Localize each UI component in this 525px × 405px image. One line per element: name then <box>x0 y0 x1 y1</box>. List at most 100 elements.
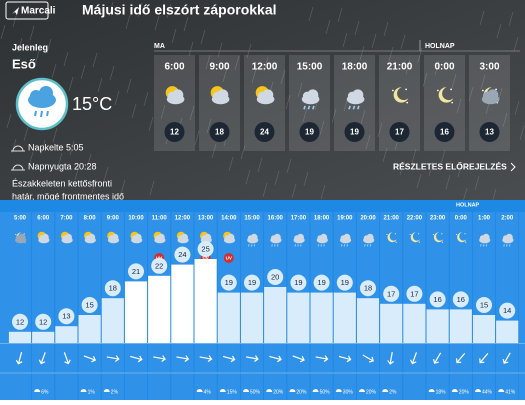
column-bg <box>32 212 55 400</box>
today-label: MA <box>154 43 165 50</box>
star <box>464 233 466 235</box>
precip: 4% <box>204 389 212 395</box>
temp-badge <box>209 122 230 142</box>
umbrella <box>451 389 458 392</box>
temp-bar <box>171 264 194 343</box>
wind-arrow <box>199 355 213 362</box>
streak <box>149 180 155 196</box>
moon <box>387 232 397 243</box>
wind-arrow <box>63 352 71 365</box>
drop <box>340 244 343 247</box>
temp-bar <box>333 292 356 343</box>
star <box>386 233 388 236</box>
drop <box>300 244 302 247</box>
temp: 17 <box>387 289 395 298</box>
drop <box>482 244 485 247</box>
temp-bubble <box>429 291 446 308</box>
hour: 12:00 <box>175 216 191 222</box>
precip: 2% <box>111 389 119 395</box>
wind-arrow <box>387 351 394 365</box>
streak <box>126 78 132 94</box>
weather-icon <box>339 233 352 247</box>
drop <box>271 244 273 247</box>
weather-icon <box>165 86 185 105</box>
card-time: 9:00 <box>209 62 229 73</box>
hour: 7:00 <box>60 216 73 222</box>
streak <box>194 130 200 146</box>
temp-bubble <box>58 308 75 325</box>
temp: 17 <box>410 289 418 298</box>
moon <box>438 87 454 103</box>
streak <box>108 1 114 17</box>
temp-bar <box>264 287 287 343</box>
temp-bar <box>449 309 472 343</box>
streak <box>91 178 97 194</box>
moon <box>433 232 444 243</box>
wind-arrow <box>245 355 259 362</box>
drop <box>343 244 346 247</box>
temp-bar <box>472 315 496 343</box>
streak <box>513 36 519 52</box>
weather-icon <box>223 231 236 244</box>
description: Északkeleten kettősfronti <box>12 178 112 188</box>
hour: 17:00 <box>291 216 307 222</box>
hour: 2:00 <box>501 216 514 222</box>
streak <box>274 170 280 186</box>
weather-icon <box>60 231 73 244</box>
drop <box>506 244 508 247</box>
weather-icon <box>37 231 50 244</box>
streak <box>69 140 75 156</box>
temp: 12 <box>39 317 47 326</box>
star <box>451 101 454 104</box>
star <box>418 241 420 243</box>
chevron[interactable] <box>510 162 516 172</box>
drop <box>346 244 349 247</box>
sunrise-icon <box>11 145 25 152</box>
hour: 8:00 <box>84 216 97 222</box>
card-time: 21:00 <box>387 62 413 73</box>
streak <box>337 7 343 23</box>
hour: 10:00 <box>128 216 144 222</box>
streak <box>365 134 371 150</box>
cloud <box>505 233 513 241</box>
streak <box>319 120 325 136</box>
rain-streaks <box>0 0 525 204</box>
column-bg <box>55 212 78 400</box>
umbrella <box>312 389 319 392</box>
precip: 50% <box>320 389 331 395</box>
wind-arrow <box>153 355 166 362</box>
details-link[interactable]: RÉSZLETES ELŐREJELZÉS <box>393 160 507 171</box>
cloud <box>343 233 351 241</box>
wind-arrow <box>83 355 97 363</box>
column-bg <box>8 212 32 400</box>
weather-icon <box>153 231 166 244</box>
cloud <box>111 233 119 241</box>
cloud <box>65 233 72 241</box>
wind-arrow <box>315 355 329 362</box>
uv-badge <box>223 253 234 263</box>
star <box>394 233 396 235</box>
location-button[interactable] <box>5 1 49 20</box>
streak <box>308 6 314 22</box>
temp-bubble <box>128 263 144 280</box>
temp-bubble <box>383 285 400 302</box>
umbrella <box>382 389 389 392</box>
precip: 50% <box>250 389 261 395</box>
streak <box>211 143 217 159</box>
streak <box>68 76 74 92</box>
wind-arrow <box>479 353 489 364</box>
precip: 15% <box>227 389 238 395</box>
precip: 6% <box>41 389 49 395</box>
streak <box>23 126 29 142</box>
streak <box>263 56 269 72</box>
wind-arrow <box>479 353 489 364</box>
umbrella <box>103 389 110 392</box>
streak <box>80 64 86 80</box>
location[interactable]: Marcali <box>21 6 56 17</box>
card-temp: 19 <box>305 128 314 137</box>
temp: 19 <box>294 278 302 287</box>
wind-arrow <box>362 354 374 363</box>
hour: 14:00 <box>221 216 237 222</box>
wind-arrow <box>338 355 352 363</box>
